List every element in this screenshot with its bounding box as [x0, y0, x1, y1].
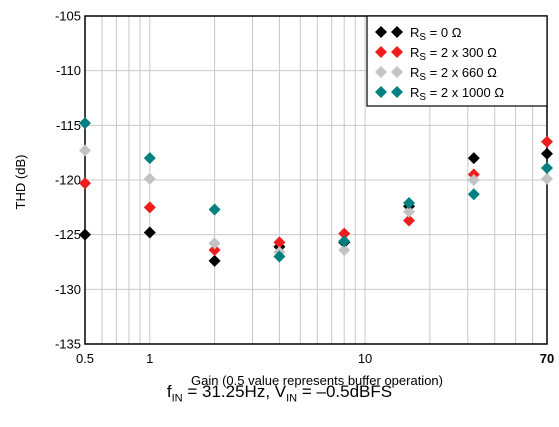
- x-tick-label: 10: [358, 351, 372, 366]
- data-point: [338, 235, 351, 248]
- data-point: [273, 250, 286, 263]
- legend-marker: [375, 66, 387, 78]
- y-tick-label: -105: [55, 9, 81, 24]
- data-point: [403, 214, 416, 227]
- data-point: [143, 226, 156, 239]
- data-point: [541, 172, 553, 185]
- caption-v-rest: = –0.5dBFS: [297, 382, 393, 401]
- data-point: [403, 205, 416, 218]
- y-axis-label: THD (dB): [13, 155, 28, 210]
- caption-f-sub: IN: [171, 392, 183, 405]
- legend-label: RS = 2 x 1000 Ω: [410, 85, 504, 103]
- caption-f-rest: = 31.25Hz, V: [182, 382, 287, 401]
- legend: RS = 0 Ω RS = 2 x 300 Ω RS = 2 x 660 Ω RS =…: [366, 15, 548, 107]
- legend-marker: [375, 86, 387, 98]
- data-point: [467, 174, 480, 186]
- data-point: [208, 237, 221, 250]
- data-point: [79, 144, 91, 157]
- data-point: [541, 135, 553, 148]
- x-axis-label: Gain (0.5 value represents buffer operat…: [191, 373, 443, 388]
- data-point: [541, 161, 553, 174]
- x-axis-ticks: 0.5 1 10 70: [76, 351, 554, 366]
- legend-marker: [391, 26, 403, 38]
- data-point: [403, 196, 416, 209]
- legend-label: RS = 2 x 660 Ω: [410, 65, 497, 83]
- y-tick-label: -125: [55, 227, 81, 242]
- data-points: [79, 117, 553, 267]
- data-point: [273, 236, 286, 249]
- chart-caption: fIN = 31.25Hz, VIN = –0.5dBFS: [0, 382, 559, 404]
- y-tick-label: -110: [56, 63, 81, 78]
- data-point: [208, 203, 221, 216]
- legend-marker: [375, 46, 387, 58]
- data-point: [143, 152, 156, 165]
- legend-marker: [391, 66, 403, 78]
- data-point: [79, 228, 91, 241]
- data-point: [208, 254, 221, 267]
- y-tick-label: -120: [55, 173, 81, 188]
- x-tick-label: 0.5: [76, 351, 94, 366]
- x-tick-label: 70: [540, 351, 554, 366]
- data-point: [79, 177, 91, 190]
- legend-marker: [391, 86, 403, 98]
- data-point: [208, 243, 221, 256]
- data-point: [143, 201, 156, 214]
- legend-marker: [391, 46, 403, 58]
- data-point: [338, 227, 351, 240]
- data-point: [541, 147, 553, 160]
- caption-v-sub: IN: [286, 392, 298, 405]
- data-point: [143, 172, 156, 185]
- data-point: [467, 188, 480, 201]
- x-tick-label: 1: [146, 351, 153, 366]
- legend-marker: [375, 26, 387, 38]
- legend-label: RS = 2 x 300 Ω: [410, 45, 497, 63]
- data-point: [467, 152, 480, 165]
- y-tick-label: -135: [55, 337, 81, 352]
- data-point: [338, 243, 351, 256]
- y-axis-ticks: -105 -110 -115 -120 -125 -130 -135: [55, 9, 81, 352]
- caption-f: f: [166, 382, 172, 401]
- legend-label: RS = 0 Ω: [410, 25, 462, 43]
- y-tick-label: -130: [55, 282, 81, 297]
- y-tick-label: -115: [56, 118, 81, 133]
- data-point: [79, 117, 91, 130]
